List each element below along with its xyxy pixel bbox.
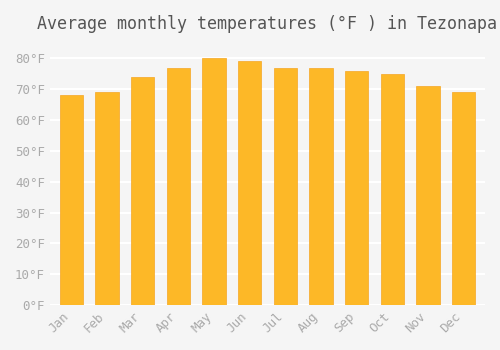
- Bar: [202, 58, 226, 305]
- Bar: [166, 68, 190, 305]
- Bar: [274, 68, 297, 305]
- Bar: [96, 92, 118, 305]
- Bar: [380, 74, 404, 305]
- Bar: [416, 86, 440, 305]
- Bar: [345, 71, 368, 305]
- Bar: [452, 92, 475, 305]
- Bar: [131, 77, 154, 305]
- Bar: [238, 61, 261, 305]
- Bar: [310, 68, 332, 305]
- Title: Average monthly temperatures (°F ) in Tezonapa: Average monthly temperatures (°F ) in Te…: [38, 15, 498, 33]
- Bar: [60, 95, 83, 305]
